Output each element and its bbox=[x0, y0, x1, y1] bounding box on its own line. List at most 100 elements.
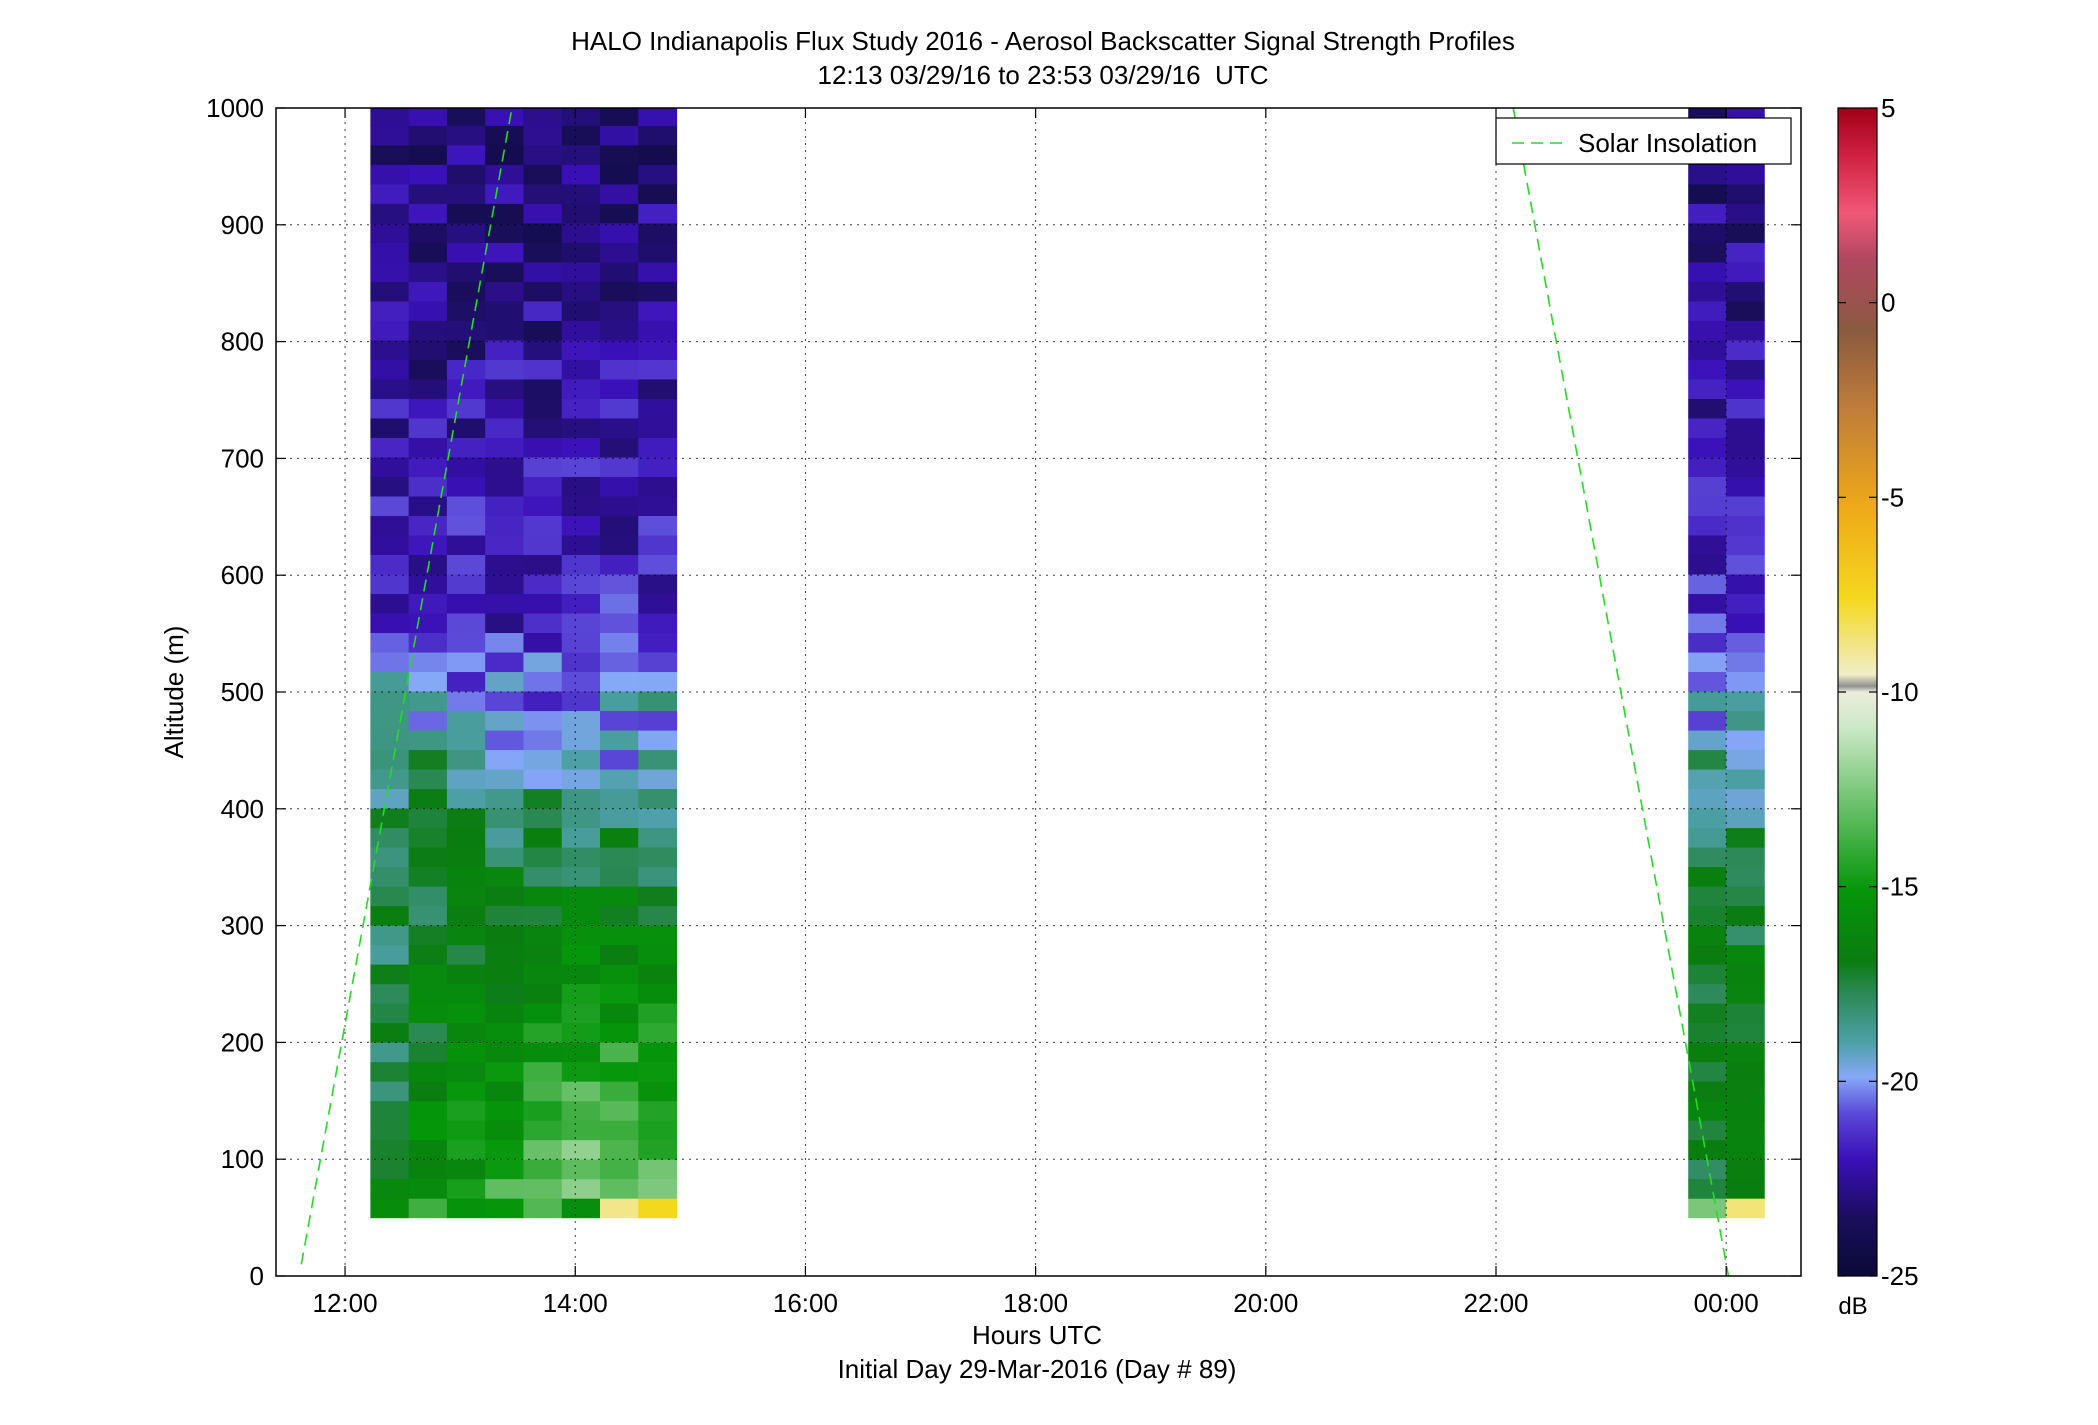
heatmap-cell bbox=[523, 495, 563, 516]
heatmap-cell bbox=[446, 651, 486, 673]
series-line-solar-insolation bbox=[300, 107, 513, 1265]
heatmap-cell bbox=[561, 612, 601, 634]
heatmap-cell bbox=[599, 417, 639, 438]
heatmap-cell bbox=[523, 1022, 563, 1043]
legend-box bbox=[1495, 117, 1792, 165]
heatmap-cell bbox=[446, 729, 486, 751]
heatmap-cell bbox=[523, 1100, 563, 1121]
heatmap-cell bbox=[523, 749, 563, 770]
heatmap-cell bbox=[1688, 534, 1727, 556]
heatmap-cell bbox=[446, 749, 486, 770]
heatmap-cell bbox=[485, 261, 525, 282]
colorbar-unit-label: dB bbox=[1838, 1293, 1867, 1320]
heatmap-cell bbox=[446, 108, 486, 126]
heatmap-cell bbox=[1688, 788, 1727, 809]
heatmap-cell bbox=[638, 886, 678, 907]
heatmap-cell bbox=[1688, 768, 1727, 790]
heatmap-cell bbox=[599, 1042, 639, 1063]
heatmap-cell bbox=[561, 183, 601, 204]
heatmap-cell bbox=[599, 456, 639, 477]
heatmap-cell bbox=[485, 125, 525, 146]
heatmap-cell bbox=[446, 593, 486, 614]
heatmap-cell bbox=[638, 632, 678, 653]
heatmap-cell bbox=[638, 456, 678, 477]
heatmap-cell bbox=[561, 164, 601, 185]
heatmap-cell bbox=[485, 515, 525, 536]
heatmap-cell bbox=[561, 807, 601, 829]
colorbar-tick-label: 0 bbox=[1881, 288, 1895, 318]
heatmap-cell bbox=[485, 827, 525, 848]
heatmap-cell bbox=[1726, 964, 1765, 985]
heatmap-cell bbox=[408, 827, 448, 848]
heatmap-cell bbox=[599, 495, 639, 516]
heatmap-cell bbox=[1688, 1022, 1727, 1043]
heatmap-cell bbox=[1688, 671, 1727, 692]
heatmap-cell bbox=[1688, 495, 1727, 516]
heatmap-cell bbox=[1726, 378, 1765, 399]
heatmap-cell bbox=[523, 905, 563, 926]
heatmap-cell bbox=[446, 632, 486, 653]
heatmap-cell bbox=[446, 359, 486, 380]
heatmap-cell bbox=[1726, 1198, 1765, 1219]
heatmap-cell bbox=[599, 886, 639, 907]
heatmap-cell bbox=[446, 144, 486, 165]
heatmap-cell bbox=[408, 1198, 448, 1219]
heatmap-cell bbox=[561, 261, 601, 282]
heatmap-cell bbox=[561, 378, 601, 399]
heatmap-cell bbox=[1688, 1081, 1727, 1102]
heatmap-cell bbox=[1726, 476, 1765, 497]
heatmap-cell bbox=[523, 417, 563, 438]
heatmap-cell bbox=[370, 359, 410, 380]
heatmap-cell bbox=[1688, 573, 1727, 595]
heatmap-cell bbox=[638, 905, 678, 926]
heatmap-cell bbox=[523, 398, 563, 419]
heatmap-cell bbox=[370, 632, 410, 653]
heatmap-cell bbox=[408, 281, 448, 302]
heatmap-cell bbox=[446, 1120, 486, 1141]
heatmap-cell bbox=[408, 203, 448, 224]
heatmap-cell bbox=[638, 1159, 678, 1180]
heatmap-cell bbox=[1726, 612, 1765, 634]
heatmap-cell bbox=[523, 1120, 563, 1141]
heatmap-cell bbox=[370, 866, 410, 887]
heatmap-cell bbox=[599, 339, 639, 360]
y-tick-label: 300 bbox=[221, 911, 264, 941]
heatmap-cell bbox=[561, 242, 601, 263]
heatmap-cell bbox=[408, 320, 448, 341]
heatmap-cell bbox=[561, 222, 601, 243]
heatmap-cell bbox=[599, 788, 639, 809]
heatmap-cell bbox=[523, 632, 563, 653]
heatmap-cell bbox=[408, 788, 448, 809]
heatmap-cell bbox=[408, 1139, 448, 1160]
heatmap-cell bbox=[1688, 886, 1727, 907]
heatmap-cell bbox=[523, 183, 563, 204]
heatmap-cell bbox=[1726, 671, 1765, 692]
heatmap-cell bbox=[638, 1100, 678, 1121]
heatmap-cell bbox=[638, 690, 678, 712]
heatmap-cell bbox=[561, 300, 601, 321]
heatmap-cell bbox=[561, 476, 601, 497]
heatmap-cell bbox=[408, 476, 448, 497]
heatmap-cell bbox=[561, 593, 601, 614]
heatmap-cell bbox=[638, 1139, 678, 1160]
heatmap-cell bbox=[485, 905, 525, 926]
heatmap-cell bbox=[1688, 300, 1727, 321]
heatmap-cell bbox=[561, 534, 601, 556]
heatmap-cell bbox=[485, 417, 525, 438]
heatmap-cell bbox=[638, 807, 678, 829]
heatmap-cell bbox=[485, 925, 525, 946]
heatmap-cell bbox=[446, 261, 486, 282]
heatmap-cell bbox=[1688, 846, 1727, 868]
heatmap-cell bbox=[638, 651, 678, 673]
heatmap-cell bbox=[599, 944, 639, 965]
heatmap-cell bbox=[599, 300, 639, 321]
heatmap-cell bbox=[370, 944, 410, 965]
heatmap-cell bbox=[1688, 1061, 1727, 1082]
heatmap-cell bbox=[1726, 1061, 1765, 1082]
heatmap-cell bbox=[408, 612, 448, 634]
heatmap-cell bbox=[485, 1022, 525, 1043]
heatmap-cell bbox=[599, 573, 639, 595]
solar-insolation-lines bbox=[300, 107, 1730, 1277]
heatmap-cell bbox=[599, 632, 639, 653]
heatmap-cell bbox=[561, 886, 601, 907]
